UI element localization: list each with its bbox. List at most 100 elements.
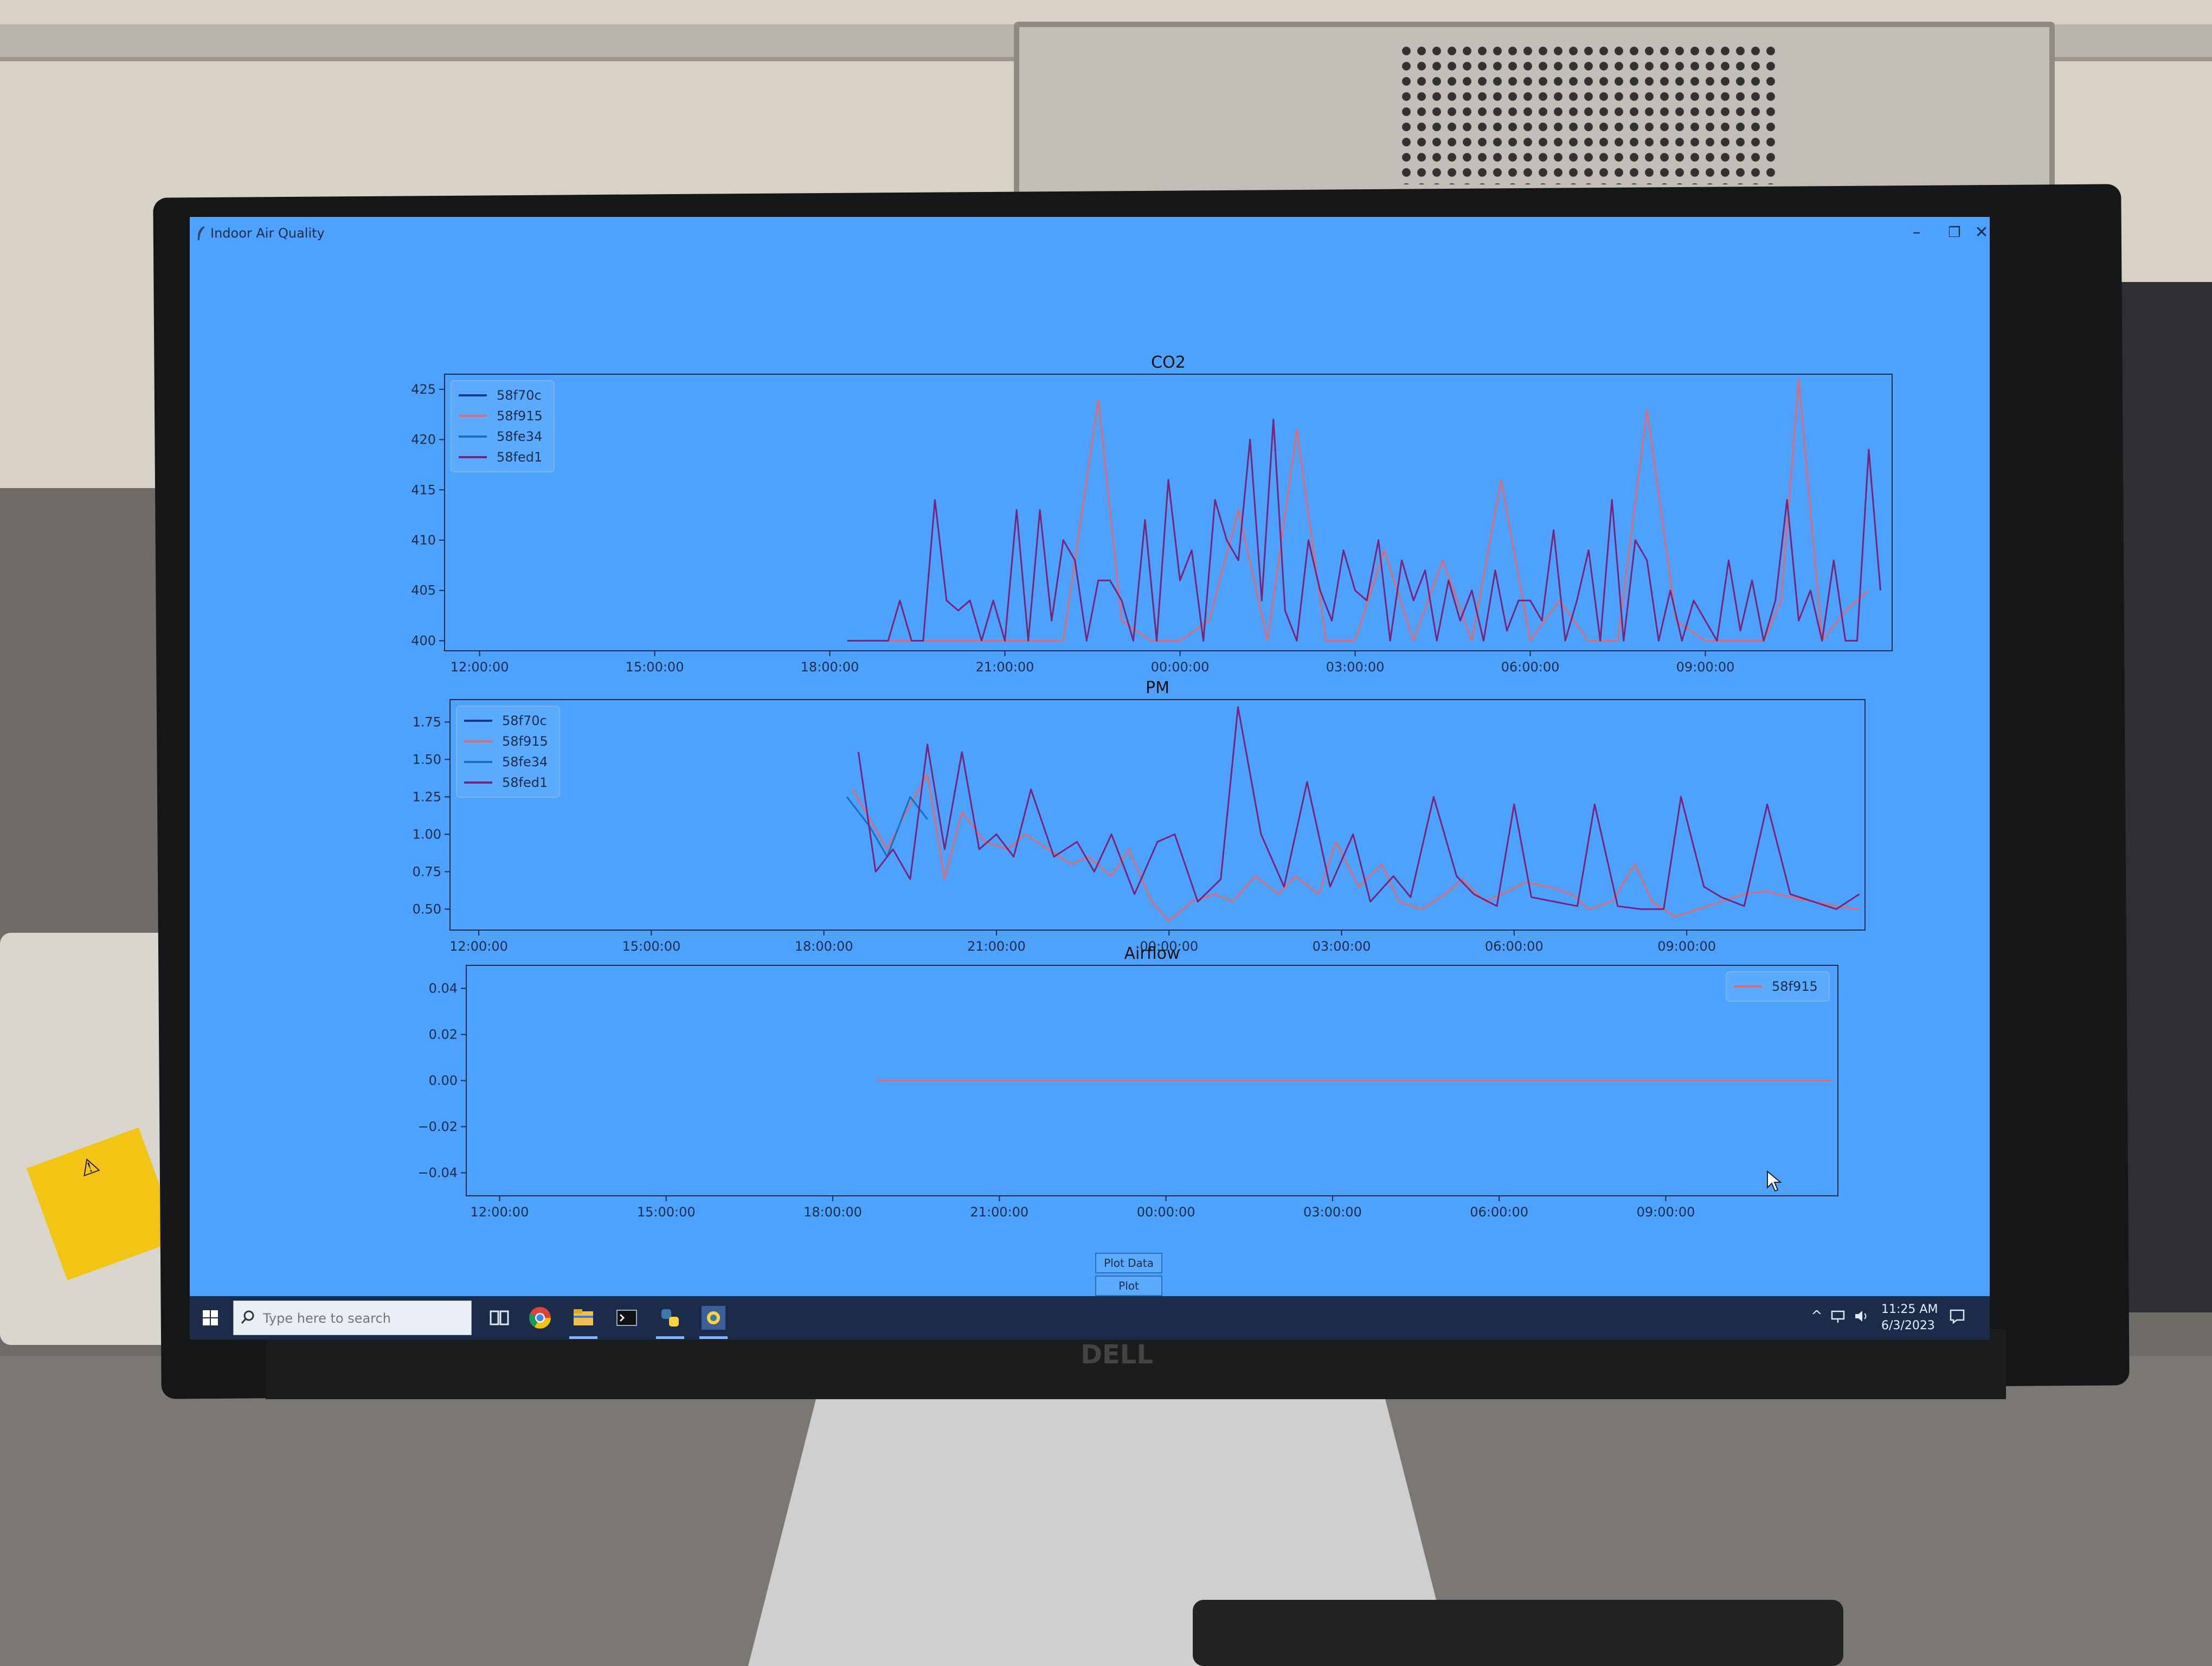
x-tick-label: 06:00:00 bbox=[1485, 939, 1544, 954]
chart-title: CO2 bbox=[1151, 353, 1186, 372]
x-tick-label: 18:00:00 bbox=[795, 939, 853, 954]
y-tick-label: 400 bbox=[411, 633, 436, 648]
clock-date[interactable]: 6/3/2023 bbox=[1881, 1319, 1935, 1332]
x-tick-label: 15:00:00 bbox=[622, 939, 680, 954]
window-title-bar: Indoor Air Quality – ❐ ✕ bbox=[190, 217, 1990, 249]
search-icon bbox=[241, 1310, 254, 1324]
x-tick-label: 12:00:00 bbox=[449, 939, 508, 954]
plot-data-button[interactable]: Plot Data bbox=[1095, 1253, 1162, 1273]
x-tick-label: 03:00:00 bbox=[1313, 939, 1371, 954]
x-tick-label: 03:00:00 bbox=[1303, 1204, 1362, 1220]
y-tick-label: 0.02 bbox=[429, 1027, 458, 1042]
volume-icon[interactable] bbox=[1853, 1308, 1869, 1324]
x-tick-label: 09:00:00 bbox=[1657, 939, 1716, 954]
x-tick-label: 00:00:00 bbox=[1137, 1204, 1195, 1220]
taskbar-search[interactable] bbox=[233, 1300, 472, 1335]
legend-label: 58f70c bbox=[497, 388, 542, 403]
close-button[interactable]: ✕ bbox=[1975, 223, 1989, 242]
y-tick-label: 0.75 bbox=[413, 864, 441, 879]
y-tick-label: 0.50 bbox=[413, 901, 441, 917]
search-input[interactable] bbox=[262, 1308, 470, 1329]
legend-label: 58fed1 bbox=[497, 450, 542, 465]
legend-label: 58f915 bbox=[497, 408, 543, 424]
series-line-58fed1 bbox=[847, 419, 1881, 642]
y-tick-label: 415 bbox=[411, 482, 436, 497]
y-tick-label: 410 bbox=[411, 533, 436, 548]
y-tick-label: 0.04 bbox=[429, 981, 458, 996]
terminal-icon[interactable] bbox=[613, 1304, 641, 1332]
x-tick-label: 21:00:00 bbox=[967, 939, 1026, 954]
x-tick-label: 00:00:00 bbox=[1140, 939, 1198, 954]
chrome-icon[interactable] bbox=[526, 1304, 554, 1332]
legend-box bbox=[451, 380, 555, 472]
notification-icon[interactable] bbox=[1949, 1308, 1965, 1324]
tray-chevron-icon[interactable]: ^ bbox=[1811, 1308, 1823, 1324]
y-tick-label: 1.00 bbox=[413, 826, 441, 842]
plot-frame bbox=[449, 699, 1866, 931]
y-tick-label: 420 bbox=[411, 432, 436, 447]
y-tick-label: 405 bbox=[411, 583, 436, 598]
x-tick-label: 03:00:00 bbox=[1326, 659, 1385, 675]
monitor-screen: Indoor Air Quality – ❐ ✕ CO2 400 405 410 415… bbox=[190, 217, 1990, 1340]
x-tick-label: 21:00:00 bbox=[970, 1204, 1028, 1220]
lab-instrument bbox=[1014, 22, 2055, 212]
minimize-button[interactable]: – bbox=[1912, 223, 1921, 242]
series-line-58fed1 bbox=[857, 706, 1860, 910]
taskbar: ^ 11:25 AM 6/3/2023 bbox=[190, 1296, 1990, 1340]
python-icon[interactable] bbox=[656, 1304, 684, 1332]
x-tick-label: 18:00:00 bbox=[803, 1204, 862, 1220]
legend-label: 58f915 bbox=[502, 734, 548, 749]
monitor-chin bbox=[266, 1329, 2006, 1399]
feather-icon bbox=[197, 226, 205, 240]
x-tick-label: 21:00:00 bbox=[976, 659, 1034, 675]
file-explorer-icon[interactable] bbox=[569, 1304, 597, 1332]
taskbar-active-indicator bbox=[569, 1336, 597, 1339]
legend-label: 58f70c bbox=[502, 713, 547, 728]
x-tick-label: 15:00:00 bbox=[637, 1204, 696, 1220]
x-tick-label: 09:00:00 bbox=[1637, 1204, 1695, 1220]
y-tick-label: 0.00 bbox=[429, 1073, 458, 1088]
window-title: Indoor Air Quality bbox=[210, 226, 325, 241]
legend-box bbox=[1726, 971, 1830, 1002]
plot-frame bbox=[444, 374, 1893, 651]
plot-example-button[interactable]: Plot Example bbox=[1095, 1276, 1162, 1311]
y-tick-label: −0.04 bbox=[417, 1165, 458, 1181]
series-line-58f915 bbox=[847, 378, 1869, 642]
plot-canvas: CO2 400 405 410 415 420 425 12:00:00 15:00:00 18:… bbox=[190, 249, 1990, 1274]
windows-start-icon[interactable] bbox=[195, 1305, 226, 1332]
legend-label: 58fe34 bbox=[497, 429, 542, 444]
dell-logo: DELL bbox=[1081, 1340, 1153, 1370]
chart-airflow: Airflow −0.04 −0.02 0.00 0.02 0.04 12:00:00 15:… bbox=[417, 944, 1838, 1220]
x-tick-label: 09:00:00 bbox=[1676, 659, 1735, 675]
charts-svg: CO2 400 405 410 415 420 425 12:00:00 15:00:00 18:… bbox=[411, 353, 1893, 1220]
x-tick-label: 15:00:00 bbox=[626, 659, 684, 675]
chart-title: Airflow bbox=[1124, 944, 1180, 963]
task-view-icon[interactable] bbox=[485, 1304, 513, 1332]
legend-label: 58f915 bbox=[1772, 979, 1818, 994]
y-tick-label: 425 bbox=[411, 382, 436, 397]
x-tick-label: 12:00:00 bbox=[471, 1204, 529, 1220]
chart-pm: PM 0.50 0.75 1.00 1.25 1.50 1.75 12:00:00 15:00:… bbox=[413, 678, 1866, 954]
x-tick-label: 06:00:00 bbox=[1470, 1204, 1528, 1220]
x-tick-label: 18:00:00 bbox=[801, 659, 859, 675]
mouse-cursor-icon bbox=[1767, 1170, 1782, 1192]
clock-time[interactable]: 11:25 AM bbox=[1881, 1303, 1938, 1316]
y-tick-label: 1.50 bbox=[413, 752, 441, 767]
tk-app-icon[interactable] bbox=[699, 1304, 728, 1332]
legend-label: 58fe34 bbox=[502, 754, 548, 770]
x-tick-label: 06:00:00 bbox=[1501, 659, 1560, 675]
chart-co2: CO2 400 405 410 415 420 425 12:00:00 15:00:00 18:… bbox=[411, 353, 1893, 675]
taskbar-active-indicator bbox=[656, 1336, 684, 1339]
x-tick-label: 12:00:00 bbox=[451, 659, 509, 675]
y-tick-label: −0.02 bbox=[417, 1119, 458, 1135]
taskbar-active-indicator bbox=[699, 1336, 728, 1339]
legend-box bbox=[456, 706, 560, 798]
keyboard bbox=[1193, 1600, 1843, 1666]
y-tick-label: 1.25 bbox=[413, 789, 441, 804]
restore-button[interactable]: ❐ bbox=[1948, 225, 1961, 241]
x-tick-label: 00:00:00 bbox=[1151, 659, 1210, 675]
y-tick-label: 1.75 bbox=[413, 714, 441, 729]
network-icon[interactable] bbox=[1830, 1309, 1846, 1324]
legend-label: 58fed1 bbox=[502, 775, 548, 790]
chart-title: PM bbox=[1146, 678, 1169, 697]
